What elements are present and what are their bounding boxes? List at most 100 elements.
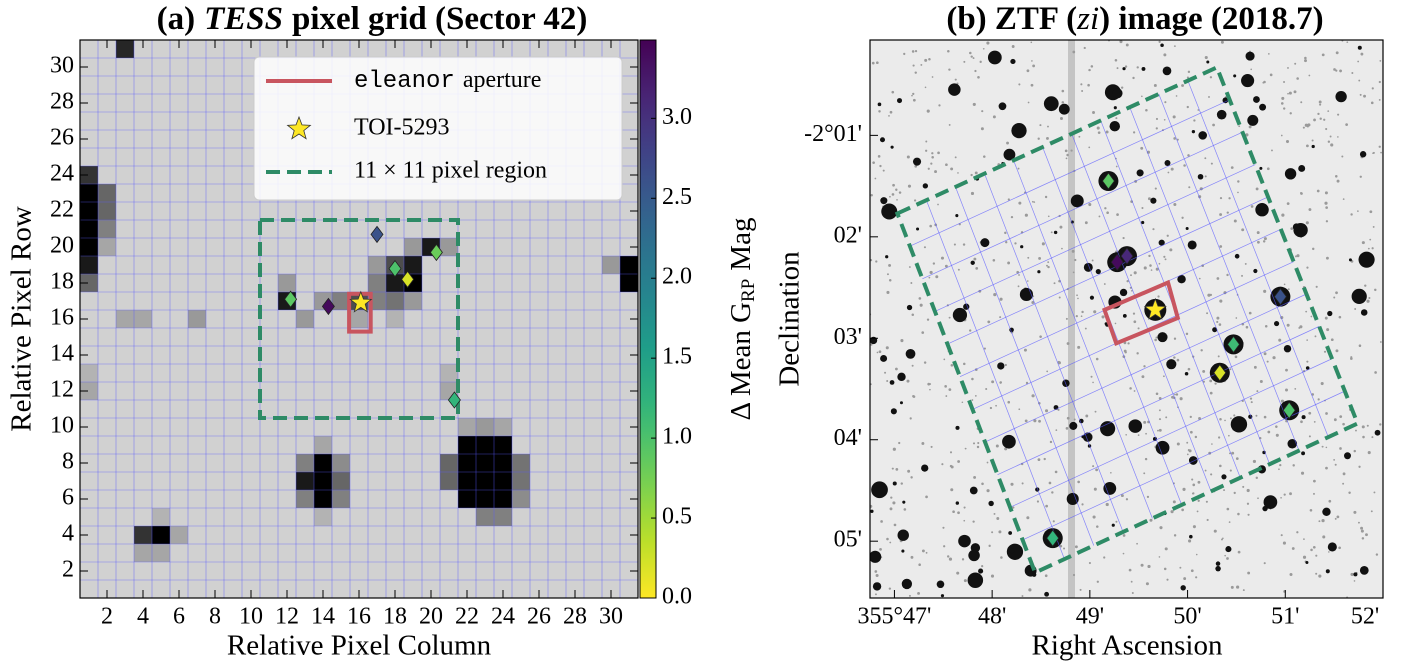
noise [1173, 534, 1177, 537]
field-source [967, 572, 984, 589]
noise [1043, 457, 1046, 461]
field-source [1141, 66, 1146, 71]
noise [1130, 580, 1133, 583]
noise [1145, 432, 1147, 435]
noise [1081, 310, 1084, 314]
noise [1229, 368, 1232, 371]
noise [1228, 197, 1231, 200]
noise [1030, 83, 1034, 87]
noise [1181, 508, 1184, 512]
noise [1312, 545, 1316, 549]
noise [1007, 400, 1011, 404]
noise [1300, 471, 1305, 475]
x-tick-label: 20 [419, 604, 443, 630]
noise [1198, 277, 1201, 280]
noise [1145, 582, 1149, 586]
field-source [1162, 66, 1172, 76]
noise [1339, 69, 1342, 73]
field-source [1335, 90, 1347, 103]
noise [1263, 289, 1267, 293]
noise [1046, 370, 1049, 373]
noise [1114, 58, 1118, 62]
noise [1351, 71, 1354, 74]
noise [1375, 553, 1379, 556]
noise [1280, 496, 1282, 499]
noise [1210, 162, 1213, 165]
pixel [440, 472, 458, 490]
noise [1282, 107, 1286, 110]
noise [1255, 414, 1258, 417]
noise [1319, 117, 1322, 120]
field-source [1253, 268, 1258, 274]
pixel [296, 310, 314, 328]
field-source [1095, 268, 1101, 275]
field-source [1255, 202, 1269, 217]
noise [1072, 50, 1076, 54]
noise [1300, 101, 1303, 104]
noise [1310, 315, 1313, 318]
noise [1228, 434, 1230, 437]
noise [1026, 516, 1030, 520]
noise [1204, 469, 1207, 472]
noise [1007, 261, 1011, 265]
x-tick-label: 24 [491, 604, 515, 630]
noise [1051, 491, 1054, 494]
noise [1324, 201, 1328, 205]
noise [1345, 123, 1348, 126]
field-source [1037, 270, 1041, 274]
noise [1224, 419, 1226, 422]
noise [1119, 40, 1123, 44]
noise [884, 371, 887, 374]
noise [1186, 441, 1189, 444]
noise [1133, 320, 1137, 324]
field-source [1216, 109, 1227, 120]
pixel [494, 508, 512, 526]
noise [1250, 401, 1253, 404]
noise [903, 508, 907, 511]
noise [1296, 531, 1299, 534]
noise [1163, 118, 1166, 121]
noise [1136, 352, 1139, 355]
noise [1137, 434, 1140, 437]
noise [1171, 395, 1174, 399]
field-source [1100, 421, 1116, 437]
noise [1030, 41, 1033, 44]
field-source [1215, 565, 1221, 572]
noise [1090, 65, 1094, 68]
field-source [1262, 505, 1268, 512]
field-source [1274, 320, 1280, 327]
x-tick-label: 4 [137, 604, 149, 630]
noise [1353, 580, 1356, 582]
noise [1337, 136, 1339, 138]
noise [1327, 140, 1331, 143]
noise [974, 171, 978, 175]
field-source [1109, 120, 1120, 132]
noise [977, 75, 980, 79]
noise [934, 170, 937, 174]
noise [925, 495, 928, 499]
noise [1204, 55, 1208, 60]
noise [1256, 390, 1259, 393]
field-source [897, 98, 903, 104]
noise [982, 47, 985, 50]
noise [1247, 571, 1251, 575]
noise [1315, 554, 1318, 557]
noise [1342, 472, 1346, 476]
field-source [1184, 371, 1189, 376]
noise [910, 555, 914, 559]
field-source [1301, 415, 1306, 420]
noise [1136, 66, 1139, 69]
noise [1144, 457, 1148, 461]
field-source [1113, 106, 1117, 110]
noise [1105, 502, 1109, 507]
noise [1242, 485, 1245, 488]
noise [1335, 349, 1339, 353]
x-tick-label: 10 [239, 604, 263, 630]
noise [1315, 285, 1318, 288]
noise [971, 377, 974, 381]
pixel [440, 454, 458, 472]
pixel [494, 436, 512, 454]
noise [1033, 419, 1037, 423]
noise [1262, 240, 1266, 243]
noise [1229, 469, 1232, 472]
